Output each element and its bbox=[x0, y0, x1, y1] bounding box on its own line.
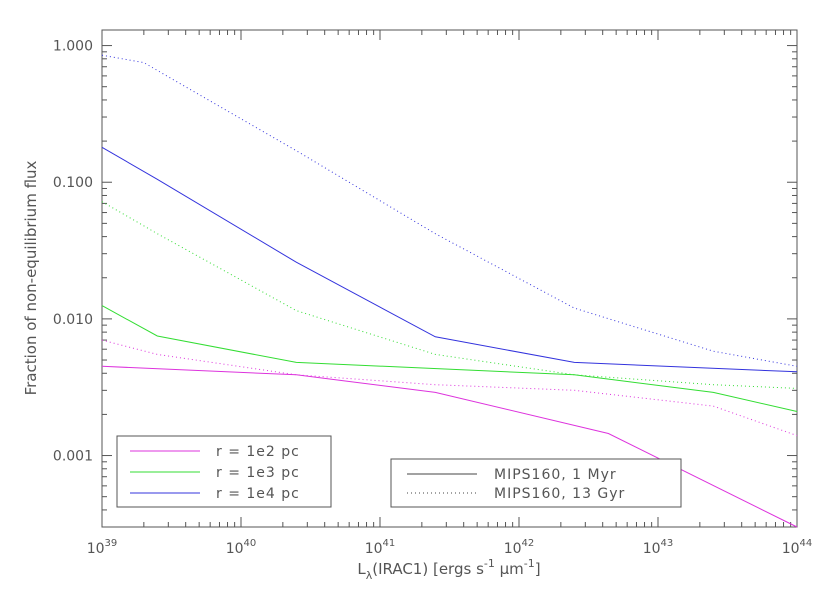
legend-label-r-1e2: r = 1e2 pc bbox=[216, 444, 300, 460]
legend-label-r-1e3: r = 1e3 pc bbox=[216, 465, 300, 481]
x-tick-label: 1043 bbox=[643, 538, 674, 557]
series-line-solid-2 bbox=[101, 146, 798, 373]
series-line-dotted-5 bbox=[101, 54, 798, 367]
plot-frame bbox=[101, 29, 798, 528]
series-line-solid-1 bbox=[101, 305, 798, 412]
y-axis-label: Fraction of non-equilibrium flux bbox=[22, 160, 40, 395]
y-tick-label: 1.000 bbox=[53, 39, 93, 55]
legend-label-1-myr: MIPS160, 1 Myr bbox=[494, 467, 617, 483]
y-tick-labels: 0.001 0.010 0.100 1.000 bbox=[53, 39, 93, 465]
series-line-dotted-3 bbox=[101, 339, 798, 437]
legend-colors: r = 1e2 pc r = 1e3 pc r = 1e4 pc bbox=[116, 435, 332, 508]
series-layer bbox=[101, 54, 798, 528]
x-tick-label: 1041 bbox=[365, 538, 396, 557]
x-tick-labels: 1039 1040 1041 1042 1043 1044 bbox=[87, 538, 813, 557]
x-tick-label: 1042 bbox=[504, 538, 535, 557]
x-tick-label: 1040 bbox=[226, 538, 257, 557]
legend-styles-box bbox=[390, 458, 682, 508]
legend-label-r-1e4: r = 1e4 pc bbox=[216, 486, 300, 502]
legend-styles: MIPS160, 1 Myr MIPS160, 13 Gyr bbox=[390, 458, 682, 508]
x-tick-label: 1044 bbox=[782, 538, 813, 557]
x-tick-label: 1039 bbox=[87, 538, 118, 557]
y-tick-label: 0.010 bbox=[53, 312, 93, 328]
x-axis-label: Lλ(IRAC1) [ergs s-1 μm-1] bbox=[357, 557, 540, 582]
series-line-dotted-4 bbox=[101, 201, 798, 389]
y-tick-label: 0.100 bbox=[53, 175, 93, 191]
legend-label-13-gyr: MIPS160, 13 Gyr bbox=[494, 486, 625, 502]
y-tick-label: 0.001 bbox=[53, 449, 93, 465]
